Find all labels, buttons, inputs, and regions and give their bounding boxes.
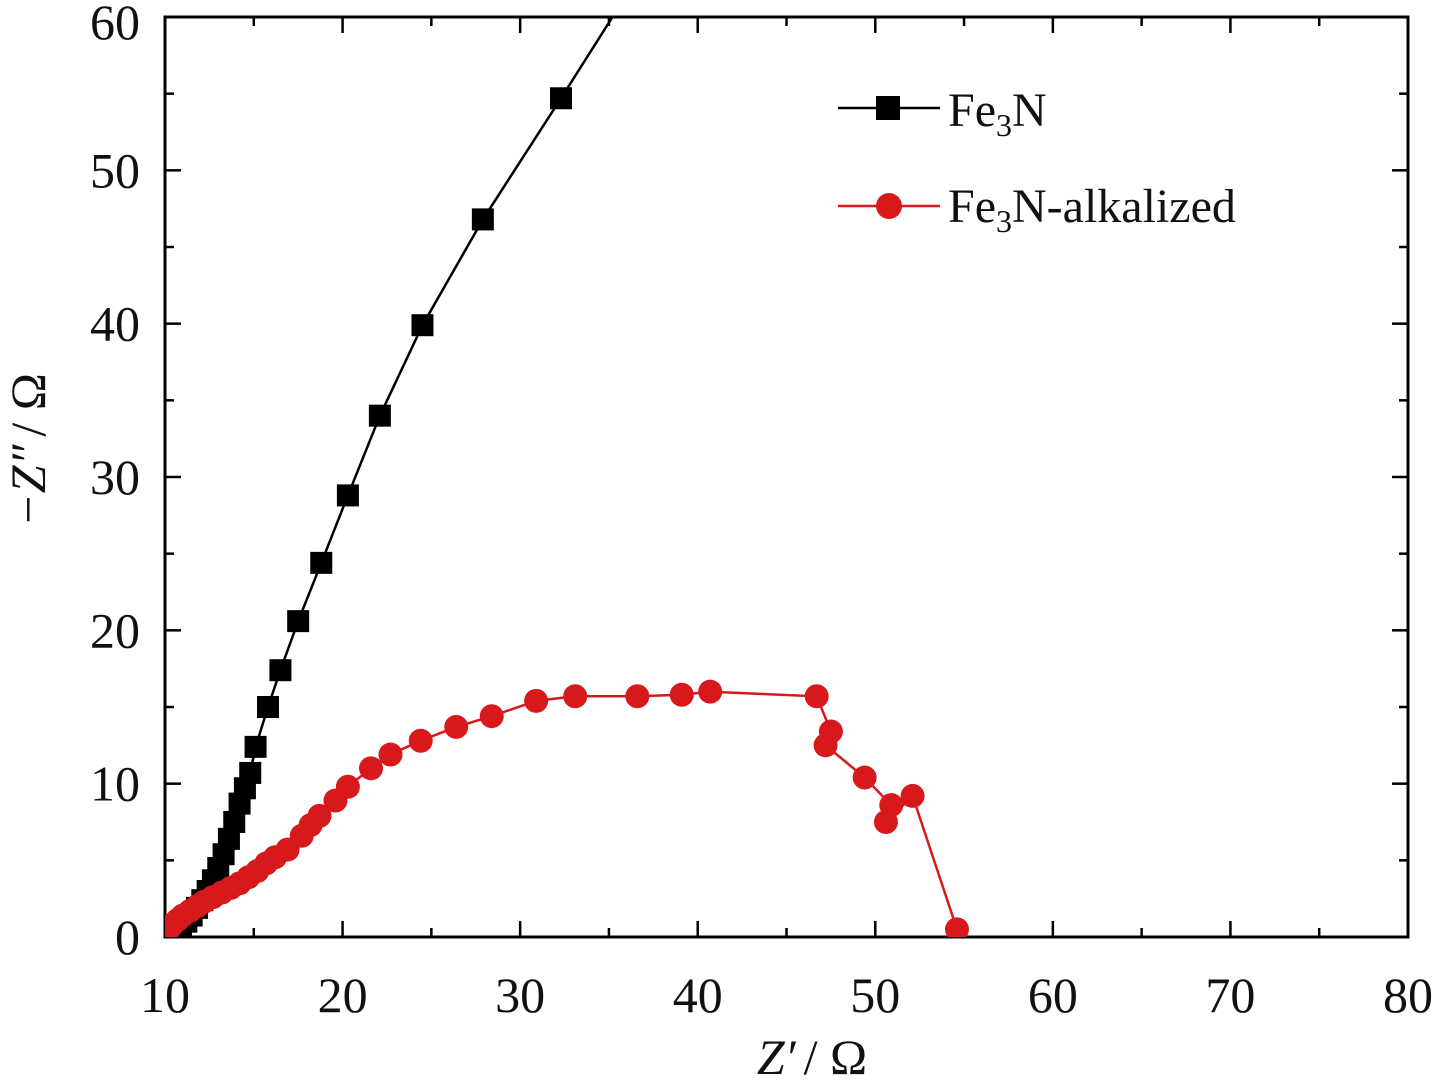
- data-point-square: [471, 208, 494, 231]
- series-layer: [165, 17, 969, 937]
- data-point-square: [256, 696, 279, 718]
- y-tick-label: 60: [90, 0, 140, 50]
- y-tick-label: 30: [90, 449, 140, 505]
- x-tick-label: 40: [673, 967, 723, 1023]
- x-tick-label: 60: [1028, 967, 1078, 1023]
- data-point-circle: [669, 682, 694, 707]
- data-point-circle: [813, 733, 838, 758]
- y-tick-label: 50: [90, 142, 140, 198]
- data-point-square: [411, 314, 434, 337]
- y-tick-label: 0: [115, 909, 140, 965]
- y-axis-label: −Z″/ Ω: [0, 373, 56, 527]
- data-point-square: [368, 404, 391, 427]
- data-point-circle: [307, 803, 332, 828]
- legend: Fe3N Fe3N-alkalized: [838, 84, 1236, 239]
- legend-marker-square: [876, 96, 900, 120]
- x-axis-label: Z′ / Ω: [757, 1029, 867, 1082]
- x-tick-label: 20: [318, 967, 368, 1023]
- data-point-square: [244, 735, 267, 758]
- data-point-circle: [804, 684, 829, 709]
- legend-label-fe3n: Fe3N: [948, 84, 1047, 143]
- y-tick-label: 20: [90, 602, 140, 658]
- data-point-circle: [852, 765, 877, 790]
- data-point-circle: [524, 688, 549, 713]
- plot-frame: [163, 15, 1410, 939]
- data-point-square: [217, 827, 240, 850]
- legend-marker-circle: [876, 193, 902, 219]
- legend-entry-fe3n: Fe3N: [838, 84, 1047, 143]
- data-point-circle: [625, 684, 650, 709]
- data-point-circle: [563, 684, 588, 709]
- legend-label-fe3n-alkalized: Fe3N-alkalized: [948, 180, 1236, 239]
- data-point-circle: [479, 704, 504, 729]
- y-tick-label: 10: [90, 756, 140, 812]
- data-point-circle: [873, 810, 898, 834]
- x-tick-label: 30: [495, 967, 545, 1023]
- series-fe3n: [165, 17, 614, 937]
- data-point-square: [223, 811, 246, 833]
- data-point-circle: [358, 756, 383, 781]
- data-point-circle: [378, 742, 403, 767]
- data-point-circle: [444, 714, 469, 739]
- data-point-circle: [335, 774, 360, 799]
- x-tick-label: 50: [850, 967, 900, 1023]
- axis-ticks: [163, 15, 1410, 939]
- data-point-circle: [900, 783, 925, 808]
- x-tick-label: 10: [140, 967, 190, 1023]
- data-point-square: [239, 761, 262, 784]
- legend-entry-fe3n-alkalized: Fe3N-alkalized: [838, 180, 1236, 239]
- data-point-square: [269, 659, 292, 682]
- x-tick-label: 70: [1205, 967, 1255, 1023]
- data-point-circle: [408, 728, 433, 753]
- data-point-circle: [944, 917, 969, 937]
- data-point-square: [336, 484, 359, 507]
- data-point-square: [310, 551, 333, 574]
- data-point-circle: [698, 679, 723, 704]
- series-fe3n-alkalized: [165, 679, 969, 937]
- y-tick-label: 40: [90, 296, 140, 352]
- data-point-square: [549, 87, 572, 110]
- x-tick-label: 80: [1383, 967, 1433, 1023]
- data-point-square: [287, 610, 310, 633]
